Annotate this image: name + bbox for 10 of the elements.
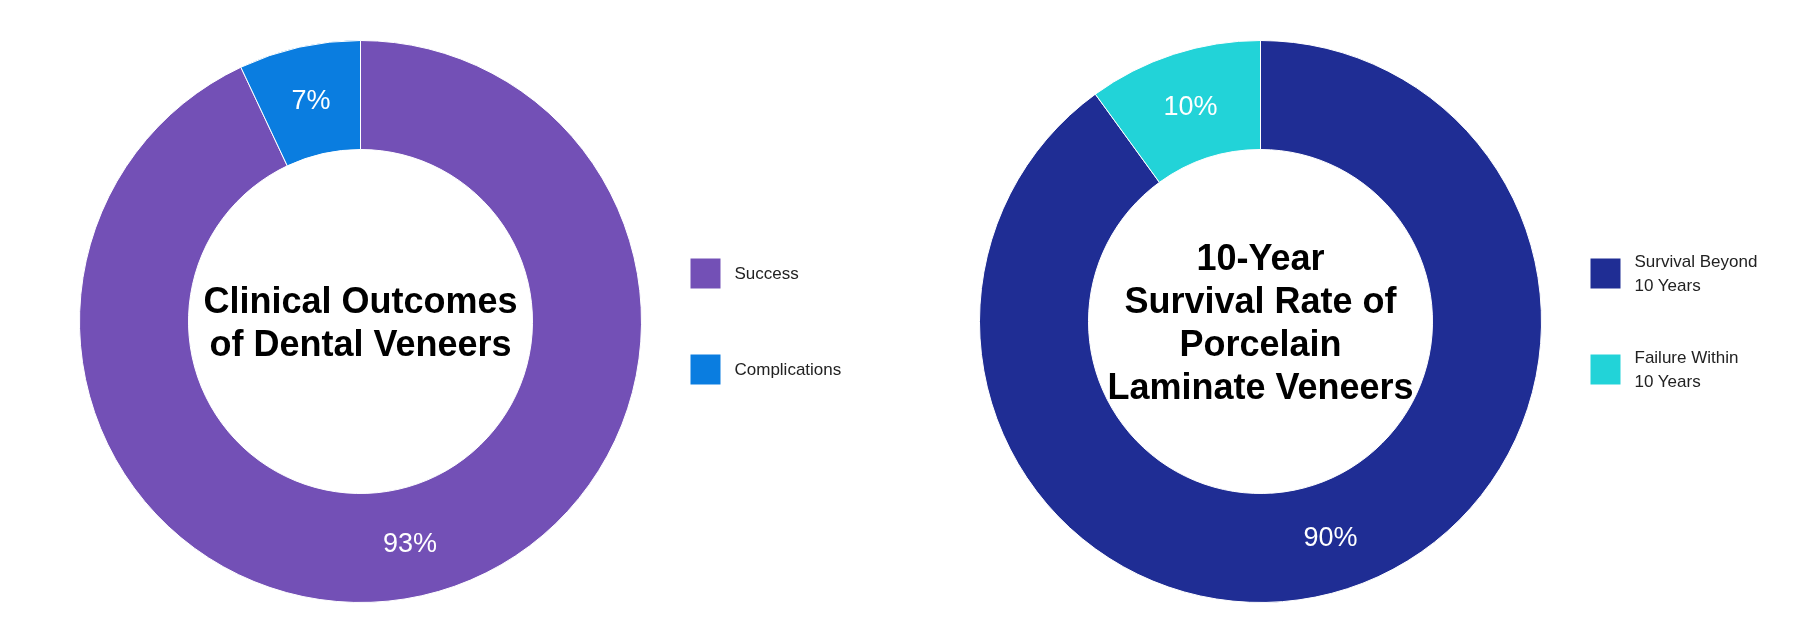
legend-label: Failure Within 10 Years <box>1634 348 1739 391</box>
text: 10-Year Survival Rate of Porcelain Laminate Veneers <box>1107 236 1414 407</box>
legend-label: Survival Beyond 10 Years <box>1634 252 1758 295</box>
data-label: 93% <box>382 527 437 558</box>
data-label: 7% <box>291 85 331 116</box>
legend-label: Success <box>734 264 799 283</box>
data-label: 10% <box>1163 91 1218 122</box>
text: Clinical Outcomes of Dental Veneers <box>203 279 518 364</box>
data-label: 90% <box>1303 521 1358 552</box>
legend-label: Complications <box>734 360 842 379</box>
